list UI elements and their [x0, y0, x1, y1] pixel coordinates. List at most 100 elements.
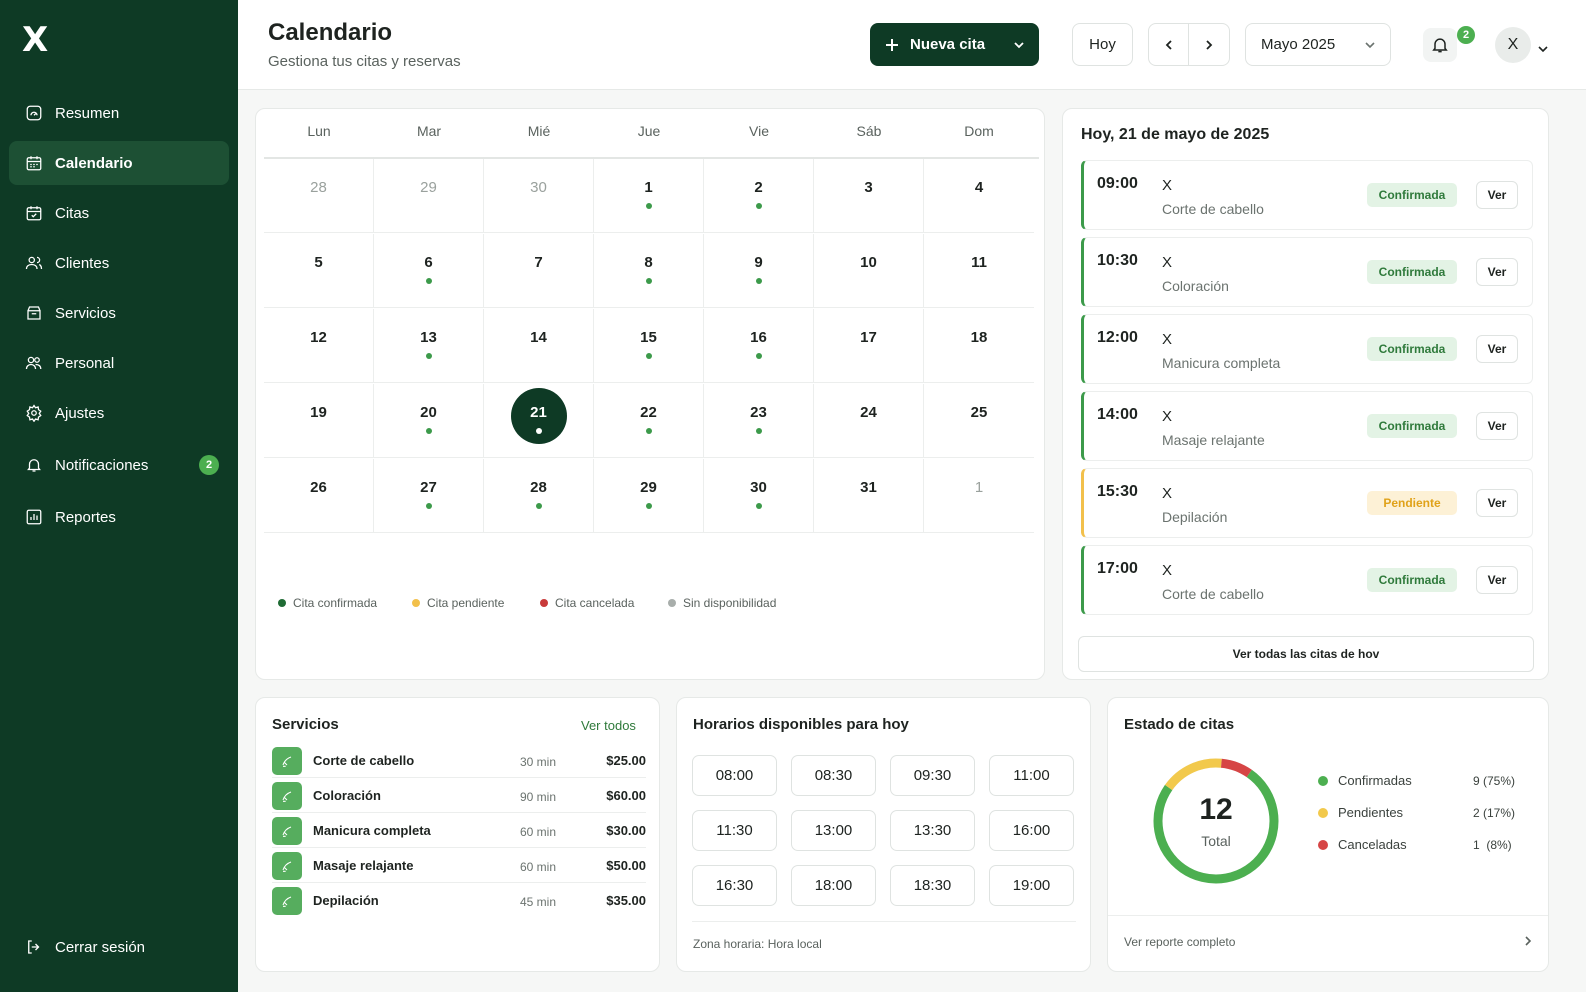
- time-slot-button[interactable]: 09:30: [890, 755, 975, 796]
- time-slot-button[interactable]: 08:30: [791, 755, 876, 796]
- sidebar-item-resumen[interactable]: Resumen: [9, 91, 229, 135]
- time-slot-button[interactable]: 11:30: [692, 810, 777, 851]
- time-slot-button[interactable]: 19:00: [989, 865, 1074, 906]
- legend-label: Sin disponibilidad: [683, 596, 777, 610]
- chevron-down-icon[interactable]: [1537, 43, 1549, 55]
- calendar-day[interactable]: 30: [704, 459, 814, 533]
- calendar-day[interactable]: 23: [704, 384, 814, 458]
- service-row[interactable]: Corte de cabello 30 min $25.00: [272, 744, 646, 778]
- view-all-services-link[interactable]: Ver todos: [581, 718, 636, 733]
- calendar-day[interactable]: 18: [924, 309, 1034, 383]
- calendar-day[interactable]: 29: [594, 459, 704, 533]
- time-slot-button[interactable]: 18:30: [890, 865, 975, 906]
- calendar-day[interactable]: 28: [264, 159, 374, 233]
- month-select[interactable]: Mayo 2025: [1245, 23, 1391, 66]
- calendar-day[interactable]: 7: [484, 234, 594, 308]
- settings-icon: [26, 404, 42, 422]
- sidebar-item-notificaciones[interactable]: Notificaciones 2: [9, 443, 229, 487]
- sidebar-item-label: Resumen: [55, 104, 120, 122]
- time-slot-button[interactable]: 13:00: [791, 810, 876, 851]
- appointment-item[interactable]: 09:00 X Corte de cabello Confirmada Ver: [1081, 160, 1533, 230]
- calendar-day[interactable]: 25: [924, 384, 1034, 458]
- service-row[interactable]: Masaje relajante 60 min $50.00: [272, 849, 646, 883]
- day-number: 20: [420, 404, 437, 421]
- calendar-day[interactable]: 20: [374, 384, 484, 458]
- new-appointment-button[interactable]: Nueva cita: [870, 23, 1039, 66]
- sidebar-item-personal[interactable]: Personal: [9, 341, 229, 385]
- divider: [1108, 915, 1548, 916]
- time-slot-button[interactable]: 13:30: [890, 810, 975, 851]
- calendar-day[interactable]: 1: [924, 459, 1034, 533]
- calendar-day[interactable]: 28: [484, 459, 594, 533]
- calendar-day[interactable]: 29: [374, 159, 484, 233]
- calendar-day[interactable]: 2: [704, 159, 814, 233]
- appointment-dot: [426, 428, 432, 434]
- sidebar-item-servicios[interactable]: Servicios: [9, 291, 229, 335]
- calendar-day[interactable]: 8: [594, 234, 704, 308]
- appointment-dot: [646, 203, 652, 209]
- view-all-appointments-button[interactable]: Ver todas las citas de hov: [1078, 636, 1534, 672]
- calendar-day[interactable]: 30: [484, 159, 594, 233]
- calendar-day[interactable]: 10: [814, 234, 924, 308]
- calendar-day[interactable]: 12: [264, 309, 374, 383]
- appointment-item[interactable]: 10:30 X Coloración Confirmada Ver: [1081, 237, 1533, 307]
- appointment-item[interactable]: 12:00 X Manicura completa Confirmada Ver: [1081, 314, 1533, 384]
- calendar-day[interactable]: 31: [814, 459, 924, 533]
- calendar-day[interactable]: 9: [704, 234, 814, 308]
- day-number: 21: [530, 404, 547, 421]
- appointment-time: 17:00: [1097, 560, 1138, 577]
- time-slot-button[interactable]: 11:00: [989, 755, 1074, 796]
- sidebar-item-citas[interactable]: Citas: [9, 191, 229, 235]
- service-row[interactable]: Manicura completa 60 min $30.00: [272, 814, 646, 848]
- view-appointment-button[interactable]: Ver: [1476, 258, 1518, 286]
- time-slot-button[interactable]: 08:00: [692, 755, 777, 796]
- calendar-day[interactable]: 6: [374, 234, 484, 308]
- appointment-item[interactable]: 15:30 X Depilación Pendiente Ver: [1081, 468, 1533, 538]
- app-logo[interactable]: X: [22, 20, 48, 60]
- calendar-day[interactable]: 26: [264, 459, 374, 533]
- reports-icon: [26, 509, 42, 525]
- calendar-day[interactable]: 19: [264, 384, 374, 458]
- full-report-link[interactable]: Ver reporte completo: [1124, 933, 1534, 955]
- calendar-day[interactable]: 24: [814, 384, 924, 458]
- calendar-day[interactable]: 15: [594, 309, 704, 383]
- calendar-day[interactable]: 22: [594, 384, 704, 458]
- time-slot-button[interactable]: 16:30: [692, 865, 777, 906]
- appointment-item[interactable]: 14:00 X Masaje relajante Confirmada Ver: [1081, 391, 1533, 461]
- view-appointment-button[interactable]: Ver: [1476, 335, 1518, 363]
- day-number: 10: [860, 254, 877, 271]
- calendar-day[interactable]: 3: [814, 159, 924, 233]
- calendar-day[interactable]: 1: [594, 159, 704, 233]
- calendar-day[interactable]: 11: [924, 234, 1034, 308]
- service-row[interactable]: Depilación 45 min $35.00: [272, 884, 646, 918]
- logout-button[interactable]: Cerrar sesión: [9, 925, 229, 969]
- sidebar-item-ajustes[interactable]: Ajustes: [9, 391, 229, 435]
- today-button[interactable]: Hoy: [1072, 23, 1133, 66]
- sidebar-item-calendario[interactable]: Calendario: [9, 141, 229, 185]
- next-month-button[interactable]: [1188, 23, 1230, 66]
- calendar-day-today[interactable]: 21: [484, 384, 594, 458]
- calendar-day[interactable]: 17: [814, 309, 924, 383]
- calendar-day[interactable]: 16: [704, 309, 814, 383]
- notification-badge: 2: [199, 455, 219, 475]
- notifications-button[interactable]: 2: [1423, 26, 1475, 62]
- calendar-day[interactable]: 27: [374, 459, 484, 533]
- user-avatar[interactable]: X: [1495, 27, 1531, 63]
- calendar-day[interactable]: 14: [484, 309, 594, 383]
- view-appointment-button[interactable]: Ver: [1476, 566, 1518, 594]
- calendar-day[interactable]: 4: [924, 159, 1034, 233]
- sidebar-item-clientes[interactable]: Clientes: [9, 241, 229, 285]
- calendar-day[interactable]: 13: [374, 309, 484, 383]
- view-appointment-button[interactable]: Ver: [1476, 489, 1518, 517]
- prev-month-button[interactable]: [1148, 23, 1189, 66]
- status-legend-row: Pendientes 2 (17%): [1318, 805, 1528, 820]
- calendar-day[interactable]: 5: [264, 234, 374, 308]
- sidebar-item-reportes[interactable]: Reportes: [9, 495, 229, 539]
- view-appointment-button[interactable]: Ver: [1476, 181, 1518, 209]
- weekday-header: Vie: [749, 123, 769, 139]
- time-slot-button[interactable]: 18:00: [791, 865, 876, 906]
- view-appointment-button[interactable]: Ver: [1476, 412, 1518, 440]
- service-row[interactable]: Coloración 90 min $60.00: [272, 779, 646, 813]
- appointment-item[interactable]: 17:00 X Corte de cabello Confirmada Ver: [1081, 545, 1533, 615]
- time-slot-button[interactable]: 16:00: [989, 810, 1074, 851]
